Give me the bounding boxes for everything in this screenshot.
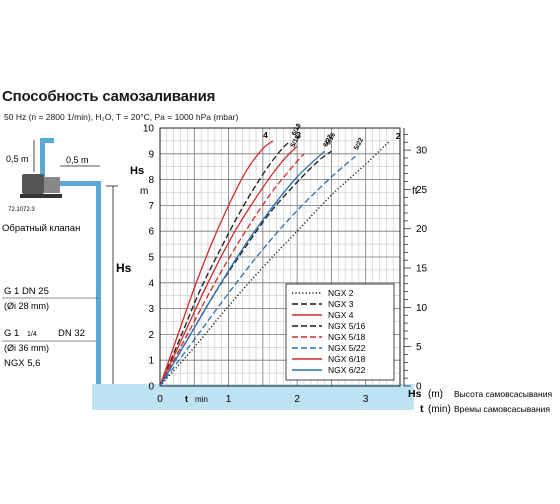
connection-2-line3: NGX 5,6 xyxy=(4,358,40,369)
installation-diagram: 0,5 m 0,5 m 72.1072.3 Обратный клапан Hs… xyxy=(2,138,132,410)
right-tick-label: 15 xyxy=(416,264,428,275)
chart-curves xyxy=(159,140,391,387)
valve-label: Обратный клапан xyxy=(2,223,80,234)
connection-2-line1b: DN 32 xyxy=(58,328,85,339)
legend-entry: NGX 5/16 xyxy=(328,321,366,331)
y-tick-label: 7 xyxy=(148,201,154,212)
y-tick-label: 3 xyxy=(148,304,154,315)
legend-entry: NGX 5/22 xyxy=(328,343,366,353)
right-tick-label: 10 xyxy=(416,303,428,314)
curve-labels: 234 5/165/18 5/226/186/22 xyxy=(263,122,401,151)
right-axis-unit: ft xyxy=(412,186,418,197)
page-title: Способность самозаливания xyxy=(2,88,216,105)
x-tick-label: 2 xyxy=(294,394,300,405)
bottom-legend-t-unit: (min) xyxy=(428,404,451,415)
suction-pipe-horizontal xyxy=(60,181,100,186)
bottom-legend-t-text: Времы самовсасывания xyxy=(454,404,550,414)
y-tick-label: 9 xyxy=(148,149,154,160)
bottom-legend-hs-symbol: Hs xyxy=(408,388,422,400)
right-tick-label: 5 xyxy=(416,342,422,353)
y-tick-label: 1 xyxy=(148,356,154,367)
dim-horizontal-label: 0,5 m xyxy=(66,155,89,165)
pump-motor xyxy=(22,174,44,194)
diagram-hs-label: Hs xyxy=(116,261,132,275)
dim-vertical-label: 0,5 m xyxy=(6,154,29,164)
connection-1-line1: G 1 DN 25 xyxy=(4,286,49,297)
curve-label: 6/18 xyxy=(291,122,303,137)
right-tick-label: 25 xyxy=(416,185,428,196)
legend-box xyxy=(285,283,395,381)
right-tick-label: 30 xyxy=(416,146,428,157)
legend-entry: NGX 2 xyxy=(328,288,354,298)
pump-head xyxy=(44,177,60,193)
curve-ngx-2 xyxy=(159,140,391,387)
x-axis-unit-t: t xyxy=(185,394,188,404)
curve-label: 5/22 xyxy=(353,137,365,152)
bottom-legend-hs-unit: (m) xyxy=(428,389,443,400)
legend-entry: NGX 6/18 xyxy=(328,354,366,364)
connection-2-line2: (Øi 36 mm) xyxy=(4,343,49,353)
pump-base xyxy=(20,194,62,198)
curve-ngx-4 xyxy=(159,140,274,387)
connection-1-line2: (Øi 28 mm) xyxy=(4,301,49,311)
curve-label: 4 xyxy=(263,130,268,140)
discharge-pipe xyxy=(40,140,45,180)
curve-ngx-5-18 xyxy=(159,153,305,387)
curve-ngx-3 xyxy=(159,140,291,387)
legend-entry: NGX 5/18 xyxy=(328,332,366,342)
water-band xyxy=(92,384,414,410)
bottom-legend-t-symbol: t xyxy=(420,403,424,415)
curve-label: 3 xyxy=(296,130,301,140)
y-tick-label: 8 xyxy=(148,175,154,186)
right-tick-label: 0 xyxy=(416,382,422,393)
chart-ticks: 0 1 2 3 4 5 6 7 8 9 10 0 5 10 15 20 25 30 0 1 2 3 xyxy=(143,124,428,406)
y-tick-label: 2 xyxy=(148,330,154,341)
x-axis-unit-min: min xyxy=(195,395,208,404)
y-tick-label: 6 xyxy=(148,227,154,238)
y-tick-label: 0 xyxy=(148,382,154,393)
curve-ngx-6-18 xyxy=(159,145,298,387)
suction-pipe-vertical xyxy=(96,181,101,406)
y-tick-label: 4 xyxy=(148,278,154,289)
x-tick-label: 3 xyxy=(363,394,369,405)
curve-ngx-5-22 xyxy=(159,155,356,387)
y-tick-label: 10 xyxy=(143,124,155,135)
connection-2-line1: G 1 xyxy=(4,328,19,339)
connection-2-frac: 1/4 xyxy=(27,331,37,338)
test-conditions: 50 Hz (n = 2800 1/min), H₂O, T = 20°C, P… xyxy=(4,112,239,122)
right-tick-label: 20 xyxy=(416,224,428,235)
diagram-code: 72.1072.3 xyxy=(8,207,35,213)
legend-entry: NGX 3 xyxy=(328,299,354,309)
curve-label: 2 xyxy=(396,131,401,141)
y-tick-label: 5 xyxy=(148,253,154,264)
legend-entry: NGX 6/22 xyxy=(328,365,366,375)
legend-entry: NGX 4 xyxy=(328,310,354,320)
x-tick-label: 1 xyxy=(226,394,232,405)
left-axis-title: Hs xyxy=(130,165,144,177)
bottom-legend-hs-text: Высота самовсасывания xyxy=(454,389,552,399)
left-axis-unit: m xyxy=(140,186,148,197)
x-tick-label: 0 xyxy=(157,394,163,405)
discharge-pipe-top xyxy=(40,138,54,143)
plot-frame xyxy=(159,127,401,387)
curve-ngx-6-22 xyxy=(159,150,326,387)
